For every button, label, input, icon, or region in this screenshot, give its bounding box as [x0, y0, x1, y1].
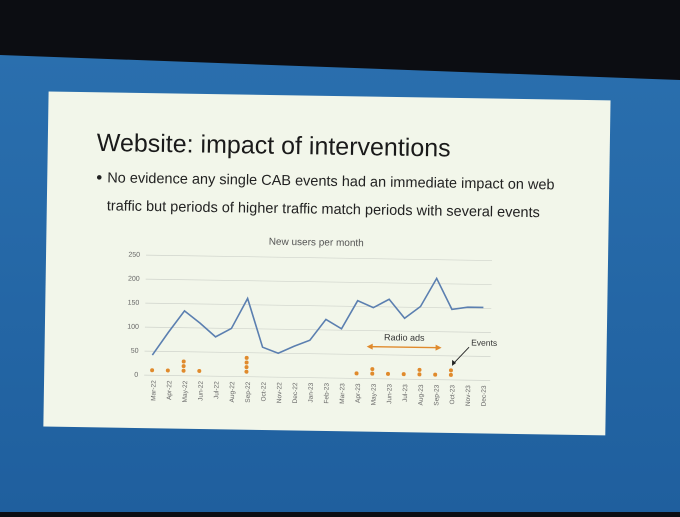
- x-tick-label: Mar-23: [339, 383, 346, 404]
- event-dots: [370, 367, 375, 376]
- event-dot: [165, 368, 170, 373]
- annotation-text: Radio ads: [384, 332, 425, 343]
- x-tick-label: Jun-22: [198, 381, 205, 401]
- y-tick-label: 250: [128, 252, 140, 259]
- event-dots: [150, 368, 155, 373]
- series-line: [151, 276, 484, 356]
- x-tick-label: Aug-23: [418, 384, 425, 405]
- event-dot: [401, 372, 406, 377]
- x-tick-label: Oct-22: [260, 382, 267, 402]
- grid-line: [144, 374, 491, 381]
- annotation-arrow: [452, 346, 470, 365]
- event-dot: [385, 371, 390, 376]
- x-tick-label: May-22: [182, 380, 189, 402]
- event-dot: [448, 372, 453, 377]
- y-tick-label: 200: [128, 276, 140, 283]
- annotation-arrow: [368, 345, 440, 349]
- x-tick-label: Jan-23: [308, 382, 315, 402]
- event-dot: [244, 360, 249, 365]
- y-tick-label: 150: [128, 300, 140, 307]
- event-dots: [385, 371, 390, 376]
- x-tick-label: Mar-22: [150, 380, 157, 401]
- x-tick-label: Jun-23: [386, 384, 393, 404]
- x-tick-label: Dec-22: [292, 382, 299, 403]
- event-dot: [433, 372, 438, 377]
- bullet: [96, 175, 102, 180]
- event-dot: [244, 365, 249, 370]
- event-dots: [417, 367, 422, 377]
- event-dot: [417, 367, 422, 372]
- event-dots: [354, 371, 359, 376]
- event-dot: [181, 359, 186, 364]
- event-dots: [433, 372, 438, 377]
- event-dot: [181, 364, 186, 369]
- arrow-head: [366, 343, 373, 350]
- grid-line: [144, 350, 491, 357]
- x-tick-label: Nov-22: [276, 382, 283, 403]
- y-tick-label: 50: [131, 348, 139, 355]
- slide-title: Website: impact of interventions: [97, 129, 451, 163]
- x-tick-label: Sep-22: [245, 381, 252, 402]
- event-dots: [401, 372, 406, 377]
- plot: 0 50 100 150 200 250 Mar-22 Apr-22 May-22 Jun-22 J…: [127, 252, 497, 407]
- event-dot: [370, 367, 375, 372]
- event-dots: [181, 359, 186, 373]
- x-tick-label: Nov-23: [465, 385, 472, 406]
- event-dot: [244, 369, 249, 374]
- arrow-head: [435, 344, 442, 351]
- bullet-line: No evidence any single CAB events had an…: [107, 170, 555, 193]
- chart-title: New users per month: [269, 237, 364, 249]
- event-dot: [181, 368, 186, 373]
- event-dot: [370, 371, 375, 376]
- x-tick-label: Apr-22: [166, 380, 173, 400]
- event-dot: [354, 371, 359, 376]
- grid-line: [146, 254, 493, 261]
- bullet-line: traffic but periods of higher traffic ma…: [107, 198, 540, 221]
- grid-line: [145, 302, 492, 309]
- slide-group: Website: impact of interventions No evid…: [43, 91, 611, 436]
- slide: [43, 91, 611, 436]
- event-dot: [448, 368, 453, 373]
- x-tick-label: Jul-22: [213, 381, 220, 399]
- event-dots: [197, 368, 202, 373]
- event-dots: [244, 355, 249, 374]
- event-dot: [150, 368, 155, 373]
- annotation-text: Events: [471, 337, 497, 347]
- x-tick-label: May-23: [370, 383, 377, 405]
- x-tick-label: Sep-23: [433, 384, 440, 405]
- arrow-head: [452, 359, 457, 366]
- event-dot: [417, 372, 422, 377]
- x-tick-label: Feb-23: [323, 383, 330, 404]
- x-tick-label: Jul-23: [402, 384, 409, 402]
- x-tick-label: Oct-23: [449, 385, 456, 405]
- event-dots: [448, 368, 453, 377]
- x-tick-label: Dec-23: [481, 385, 488, 406]
- event-dots: [165, 368, 170, 373]
- x-tick-label: Aug-22: [229, 381, 236, 402]
- x-tick-label: Apr-23: [355, 383, 362, 403]
- y-tick-label: 100: [127, 324, 139, 331]
- event-dot: [197, 368, 202, 373]
- event-dot: [244, 355, 249, 360]
- y-tick-label: 0: [134, 372, 138, 379]
